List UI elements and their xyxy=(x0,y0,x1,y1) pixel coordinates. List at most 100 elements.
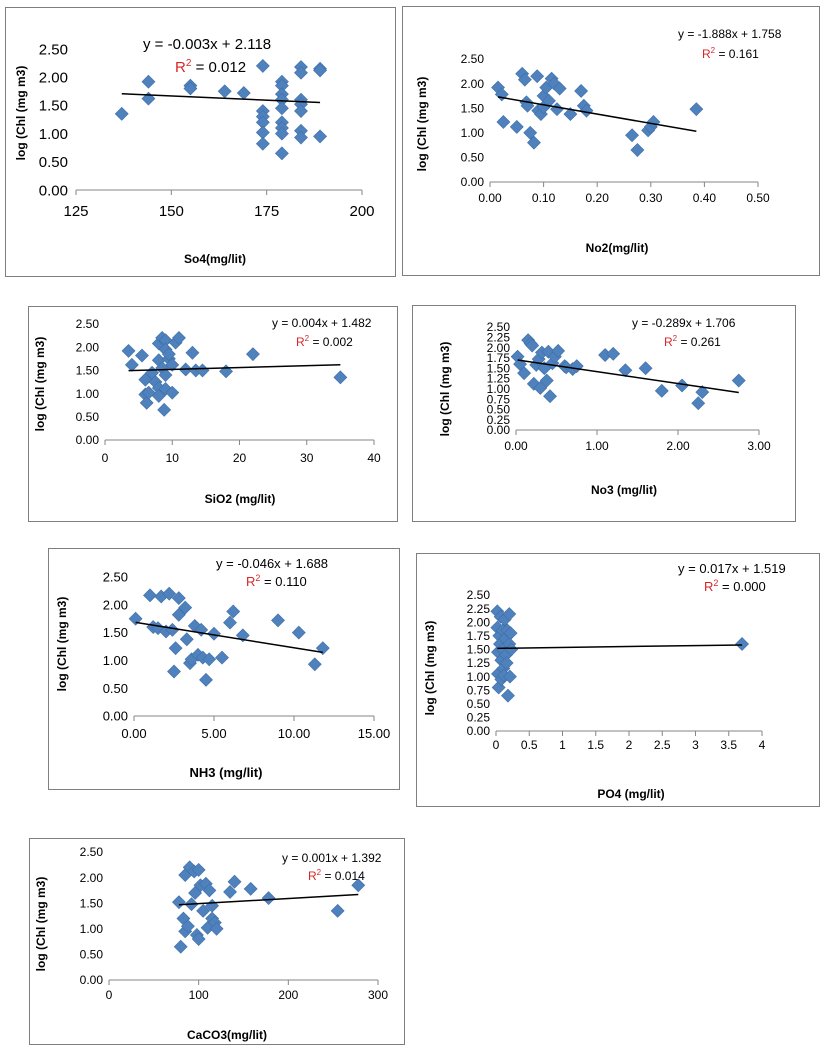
r-squared-symbol: R xyxy=(246,574,255,589)
data-point xyxy=(141,74,156,89)
data-point xyxy=(491,680,506,695)
data-point xyxy=(196,903,211,918)
trendline xyxy=(128,363,341,372)
r-squared-value: = 0.014 xyxy=(321,869,365,883)
data-point xyxy=(527,135,541,150)
x-tick-label: 0.00 xyxy=(478,191,502,205)
y-axis: 0.00 0.50 1.00 1.50 2.00 2.50 xyxy=(76,317,100,447)
data-point xyxy=(246,347,260,362)
y-axis: 0.00 0.50 1.00 1.50 2.00 2.50 xyxy=(103,570,128,724)
x-axis: 0.00 1.00 2.00 3.00 xyxy=(504,429,771,453)
y-axis: 0.00 0.50 1.00 1.50 2.00 2.50 xyxy=(39,41,68,199)
y-axis-title: log (Chl (mg m3) xyxy=(55,597,69,692)
data-point xyxy=(121,343,136,358)
data-point xyxy=(618,363,633,378)
data-point xyxy=(274,126,289,141)
x-tick-label: 200 xyxy=(278,988,298,1002)
data-point xyxy=(523,125,538,140)
data-point xyxy=(499,656,514,670)
y-tick-label: 1.50 xyxy=(80,896,104,910)
data-point xyxy=(735,637,749,651)
x-tick-label: 2.5 xyxy=(654,738,671,752)
trendline xyxy=(517,359,739,394)
y-tick-label: 1.25 xyxy=(487,372,511,386)
r-squared-value: = 0.261 xyxy=(677,335,721,349)
data-point xyxy=(530,69,545,84)
x-tick-label: 125 xyxy=(63,203,88,220)
x-tick-label: 15.00 xyxy=(358,726,391,741)
x-tick-label: 3.00 xyxy=(747,439,771,453)
data-point xyxy=(172,330,186,345)
data-point xyxy=(183,81,198,96)
equation-label: y = 0.001x + 1.392 xyxy=(282,851,382,865)
r-squared-symbol: R xyxy=(704,579,713,594)
data-point xyxy=(496,115,511,129)
trendline xyxy=(497,644,743,650)
data-point xyxy=(542,93,556,108)
data-point xyxy=(180,919,195,934)
data-point xyxy=(552,81,567,96)
x-tick-label: 3.5 xyxy=(720,738,737,752)
data-point xyxy=(695,385,710,400)
y-tick-label: 2.25 xyxy=(467,602,491,616)
x-tick-label: 20 xyxy=(233,451,247,465)
data-point xyxy=(114,106,129,121)
x-tick-label: 200 xyxy=(349,203,374,220)
y-tick-label: 2.00 xyxy=(103,597,128,612)
data-point xyxy=(168,641,183,656)
y-tick-label: 0.00 xyxy=(103,709,128,724)
caco3-scatter-chart: 0.00 0.50 1.00 1.50 2.00 2.50 0 100 200 300 y = … xyxy=(29,838,405,1045)
trendline xyxy=(121,92,321,104)
data-point xyxy=(227,874,242,889)
r-squared-value: = 0.000 xyxy=(718,579,765,594)
r-squared-symbol: R xyxy=(175,59,186,76)
y-tick-label: 2.25 xyxy=(487,331,511,345)
data-point xyxy=(165,385,180,400)
data-point xyxy=(517,72,532,87)
x-axis-title: No3 (mg/lit) xyxy=(591,483,657,497)
x-axis: 0 10 20 30 40 xyxy=(102,439,381,465)
data-point xyxy=(199,672,213,687)
y-tick-label: 2.50 xyxy=(467,588,491,602)
r-squared-label: R2 = 0.014 xyxy=(308,868,365,883)
x-axis-title: SiO2 (mg/lit) xyxy=(205,492,276,506)
data-point xyxy=(307,657,322,672)
equation-label: y = -0.046x + 1.688 xyxy=(216,556,328,571)
data-point xyxy=(525,338,540,353)
y-tick-label: 0.25 xyxy=(487,413,511,427)
r-squared-symbol: R xyxy=(308,869,317,883)
data-point xyxy=(223,615,237,630)
data-point xyxy=(171,591,186,606)
data-point xyxy=(313,129,327,144)
x-axis: 0.00 5.00 10.00 15.00 xyxy=(121,715,391,741)
data-point xyxy=(731,373,746,388)
y-tick-label: 1.50 xyxy=(76,364,100,378)
y-tick-label: 1.50 xyxy=(103,625,128,640)
x-axis-title: So4(mg/lit) xyxy=(184,252,246,266)
y-tick-label: 2.00 xyxy=(467,615,491,629)
y-tick-label: 0.75 xyxy=(487,392,511,406)
y-tick-label: 2.00 xyxy=(39,69,68,86)
y-tick-label: 1.00 xyxy=(467,670,491,684)
data-point xyxy=(173,939,188,954)
data-point xyxy=(294,65,308,80)
y-tick-label: 0.00 xyxy=(487,423,511,437)
x-tick-label: 1 xyxy=(559,738,566,752)
data-point xyxy=(646,115,661,129)
y-tick-label: 2.00 xyxy=(487,341,511,355)
y-tick-label: 1.00 xyxy=(39,126,68,143)
x-tick-label: 0.20 xyxy=(586,191,610,205)
y-tick-label: 0.00 xyxy=(39,182,68,199)
x-tick-label: 10.00 xyxy=(278,726,311,741)
data-point xyxy=(579,103,594,118)
y-tick-label: 0.00 xyxy=(461,175,485,189)
y-tick-label: 2.50 xyxy=(487,320,511,334)
chart-border xyxy=(412,305,796,522)
chart-border xyxy=(28,306,398,522)
data-point xyxy=(630,143,645,157)
data-point xyxy=(167,664,181,679)
y-tick-label: 0.50 xyxy=(80,948,104,962)
data-point xyxy=(294,104,308,118)
data-point xyxy=(261,891,276,906)
y-axis: 0.00 0.50 1.00 1.50 2.00 2.50 xyxy=(461,52,485,189)
